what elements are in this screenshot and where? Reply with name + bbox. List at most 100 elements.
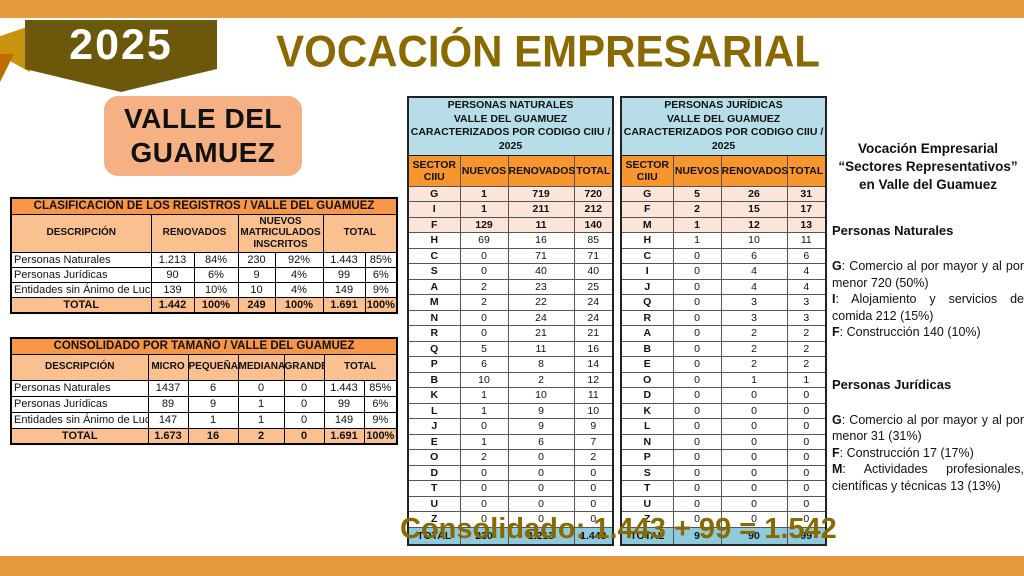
table-cell: 1	[237, 411, 285, 429]
total-cell: 1.691	[323, 427, 365, 445]
table-cell: 9%	[363, 411, 398, 429]
bottom-accent-bar	[0, 556, 1024, 576]
year-badge: 2025	[25, 20, 217, 92]
region-box: VALLE DEL GUAMUEZ	[104, 96, 302, 176]
table-cell: 4%	[274, 281, 324, 298]
table-cell: 1	[459, 433, 509, 451]
table-cell: M	[620, 216, 674, 234]
table-body: G 1 719 720 I 1 211 212 F 129 11 140 H 69 16 85 C 0 71 71 S 0…	[407, 185, 614, 528]
table-total-row: TOTAL 1.442 100% 249 100% 1.691 100%	[10, 296, 398, 314]
table-cell: 10	[573, 402, 614, 420]
table-cell: 9	[573, 418, 614, 435]
table-cell: H	[407, 232, 461, 249]
table-cell: Personas Naturales	[10, 251, 152, 268]
table-row: Q 5 11 16	[407, 340, 614, 358]
table-cell: 2	[720, 340, 788, 358]
col-header-nuevos: NUEVOS MATRICULADOS INSCRITOS	[237, 213, 324, 253]
col-header-sector-ciiu: SECTOR CIIU	[620, 154, 674, 187]
table-cell: 3	[720, 309, 788, 327]
table-cell: P	[407, 356, 461, 373]
ciiu-naturales-table: PERSONAS NATURALES VALLE DEL GUAMUEZ CAR…	[407, 96, 615, 547]
table-cell: 0	[459, 495, 509, 513]
table-header-row: SECTOR CIIU NUEVOS RENOVADOS TOTAL	[620, 154, 827, 187]
table-cell: 0	[786, 418, 827, 435]
table-cell: E	[407, 433, 461, 451]
sector-code: G	[832, 259, 842, 274]
table-cell: P	[620, 449, 674, 466]
table-cell: 0	[507, 449, 575, 466]
table-cell: 11	[573, 387, 614, 404]
total-cell: 1.443	[573, 526, 614, 546]
table-cell: 0	[507, 464, 575, 482]
table-cell: 0	[672, 294, 722, 311]
ciiu-title-line1: PERSONAS NATURALES	[447, 99, 574, 111]
col-header-renovados: RENOVADOS	[720, 154, 788, 187]
ciiu-title-line2: VALLE DEL GUAMUEZ	[453, 112, 568, 125]
table-cell: 0	[507, 480, 575, 497]
table-row: S 0 40 40	[407, 263, 614, 280]
table-row: Personas Jurídicas 90 6% 9 4% 99 6%	[10, 266, 398, 283]
table-cell: 2	[720, 325, 788, 342]
table-cell: 14	[573, 356, 614, 373]
table-cell: 0	[672, 480, 722, 497]
table-body: Personas Naturales 1.213 84% 230 92% 1.443 85%…	[10, 251, 398, 298]
total-cell: TOTAL	[10, 296, 152, 314]
table-title-row: PERSONAS JURÍDICAS VALLE DEL GUAMUEZ CAR…	[620, 96, 827, 156]
consolidado-summary: Consolidado: 1.443 + 99 = 1.542	[400, 513, 837, 545]
table-cell: 0	[786, 433, 827, 451]
col-header-renovados: RENOVADOS	[150, 213, 239, 253]
table-cell: 1	[459, 201, 509, 218]
total-cell: 16	[187, 427, 239, 445]
table-cell: 0	[459, 418, 509, 435]
table-cell: 0	[459, 309, 509, 327]
table-cell: 5	[459, 340, 509, 358]
table-row: Entidades sin Ánimo de Lucro 147 1 1 0 149 9%	[10, 411, 398, 429]
table-cell: 1.443	[322, 251, 366, 268]
panel-title-line3: en Valle del Guamuez	[858, 176, 998, 192]
table-cell: 0	[672, 433, 722, 451]
panel-title: Vocación Empresarial “Sectores Represent…	[832, 140, 1024, 193]
table-cell: 10	[459, 371, 509, 389]
table-cell: 140	[573, 216, 614, 234]
table-cell: 26	[720, 185, 788, 203]
table-cell: 9	[237, 266, 276, 283]
region-name-line1: VALLE DEL	[124, 103, 282, 135]
table-cell: E	[620, 356, 674, 373]
table-cell: H	[620, 232, 674, 249]
table-row: Entidades sin Ánimo de Lucro 139 10% 10 4% 14…	[10, 281, 398, 298]
table-cell: 0	[237, 379, 285, 397]
table-cell: 0	[459, 464, 509, 482]
table-cell: 3	[786, 309, 827, 327]
table-cell: 0	[459, 247, 509, 265]
table-cell: G	[407, 185, 461, 203]
table-row: F 2 15 17	[620, 201, 827, 218]
table-cell: F	[620, 201, 674, 218]
table-cell: A	[407, 278, 461, 296]
table-cell: 0	[672, 340, 722, 358]
table-cell: R	[407, 325, 461, 342]
table-cell: 6	[786, 247, 827, 265]
table-cell: Personas Naturales	[10, 379, 149, 397]
table-cell: 0	[720, 402, 788, 420]
table-row: M 1 12 13	[620, 216, 827, 234]
table-cell: 9	[507, 402, 575, 420]
table-cell: S	[620, 464, 674, 482]
table-cell: 0	[573, 464, 614, 482]
table-cell: 7	[573, 433, 614, 451]
table-cell: 85%	[363, 379, 398, 397]
table-cell: L	[407, 402, 461, 420]
table-cell: 9	[507, 418, 575, 435]
table-cell: 1	[720, 371, 788, 389]
table-cell: 2	[459, 294, 509, 311]
sector-text: : Alojamiento y servicios de comida 212 …	[832, 292, 1024, 323]
sector-item: G: Comercio al por mayor y al por menor …	[832, 412, 1024, 445]
table-cell: F	[407, 216, 461, 234]
